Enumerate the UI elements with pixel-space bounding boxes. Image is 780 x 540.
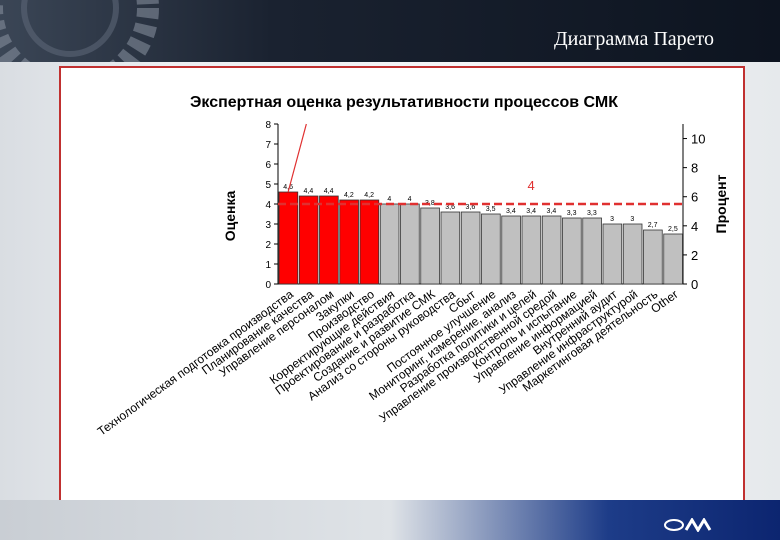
chart-frame: Экспертная оценка результативности проце…	[59, 66, 745, 523]
data-label: 4,2	[344, 192, 354, 199]
y-tick-label: 7	[265, 140, 271, 151]
bar-9	[440, 211, 461, 285]
y2-tick-label: 4	[691, 219, 698, 234]
slide-title: Диаграмма Парето	[553, 28, 714, 50]
data-label: 4	[387, 196, 391, 203]
data-label: 3,6	[466, 204, 476, 211]
data-label: 3,4	[547, 208, 557, 215]
category-label: Технологическая подготовка производства	[95, 287, 296, 439]
bar-11	[481, 213, 501, 285]
header-banner: Диаграмма Парето	[0, 0, 780, 62]
data-label: 4,4	[324, 188, 334, 195]
y-tick-label: 5	[265, 180, 271, 191]
y2-tick-label: 6	[691, 190, 698, 205]
bar-13	[521, 215, 542, 285]
bar-2	[298, 195, 319, 285]
y-tick-label: 1	[265, 260, 271, 271]
bar-17	[602, 223, 623, 285]
data-label: 3,5	[486, 206, 496, 213]
data-label: 2,7	[648, 222, 658, 229]
bar-18	[622, 223, 643, 285]
data-label: 3,6	[445, 204, 455, 211]
bar-10	[460, 211, 481, 285]
data-label: 3,3	[587, 210, 597, 217]
y-tick-label: 8	[265, 120, 271, 131]
company-logo-icon	[664, 518, 712, 532]
data-label: 3	[610, 216, 614, 223]
y-tick-label: 6	[265, 160, 271, 171]
y-tick-label: 4	[265, 200, 271, 211]
bar-20	[663, 233, 683, 285]
bar-16	[582, 217, 602, 285]
y2-tick-label: 2	[691, 248, 698, 263]
bar-8	[420, 207, 440, 285]
data-label: 3,4	[526, 208, 536, 215]
data-label: 3,3	[567, 210, 577, 217]
data-label: 4	[408, 196, 412, 203]
cumulative-line	[287, 123, 307, 193]
y2-tick-label: 0	[691, 277, 698, 292]
data-label: 3,4	[506, 208, 516, 215]
plot-area: 01234567802468104,64,44,44,24,2443,83,63…	[95, 120, 706, 439]
y2-tick-label: 8	[691, 161, 698, 176]
y-tick-label: 0	[265, 280, 271, 291]
bar-3	[319, 195, 339, 285]
y-axis-label: Оценка	[222, 191, 238, 242]
bar-12	[501, 215, 521, 285]
y-tick-label: 3	[265, 220, 271, 231]
chart-title: Экспертная оценка результативности проце…	[190, 94, 618, 111]
data-label: 2,5	[668, 226, 678, 233]
bar-15	[562, 217, 582, 285]
bar-4	[339, 199, 359, 285]
bar-7	[400, 203, 420, 285]
footer-bar	[0, 500, 780, 540]
bar-1	[278, 191, 299, 285]
data-label: 4,6	[283, 184, 293, 191]
y-tick-label: 2	[265, 240, 271, 251]
bar-6	[379, 203, 400, 285]
data-label: 4,4	[304, 188, 314, 195]
y2-tick-label: 10	[691, 132, 705, 147]
data-label: 3	[630, 216, 634, 223]
y2-axis-label: Процент	[713, 174, 729, 233]
data-label: 4,2	[364, 192, 374, 199]
bar-5	[359, 199, 380, 285]
gear-icon	[0, 0, 159, 62]
bar-14	[541, 215, 562, 285]
bar-19	[643, 229, 663, 285]
pareto-chart: Экспертная оценка результативности проце…	[95, 94, 729, 439]
threshold-label: 4	[528, 178, 535, 193]
